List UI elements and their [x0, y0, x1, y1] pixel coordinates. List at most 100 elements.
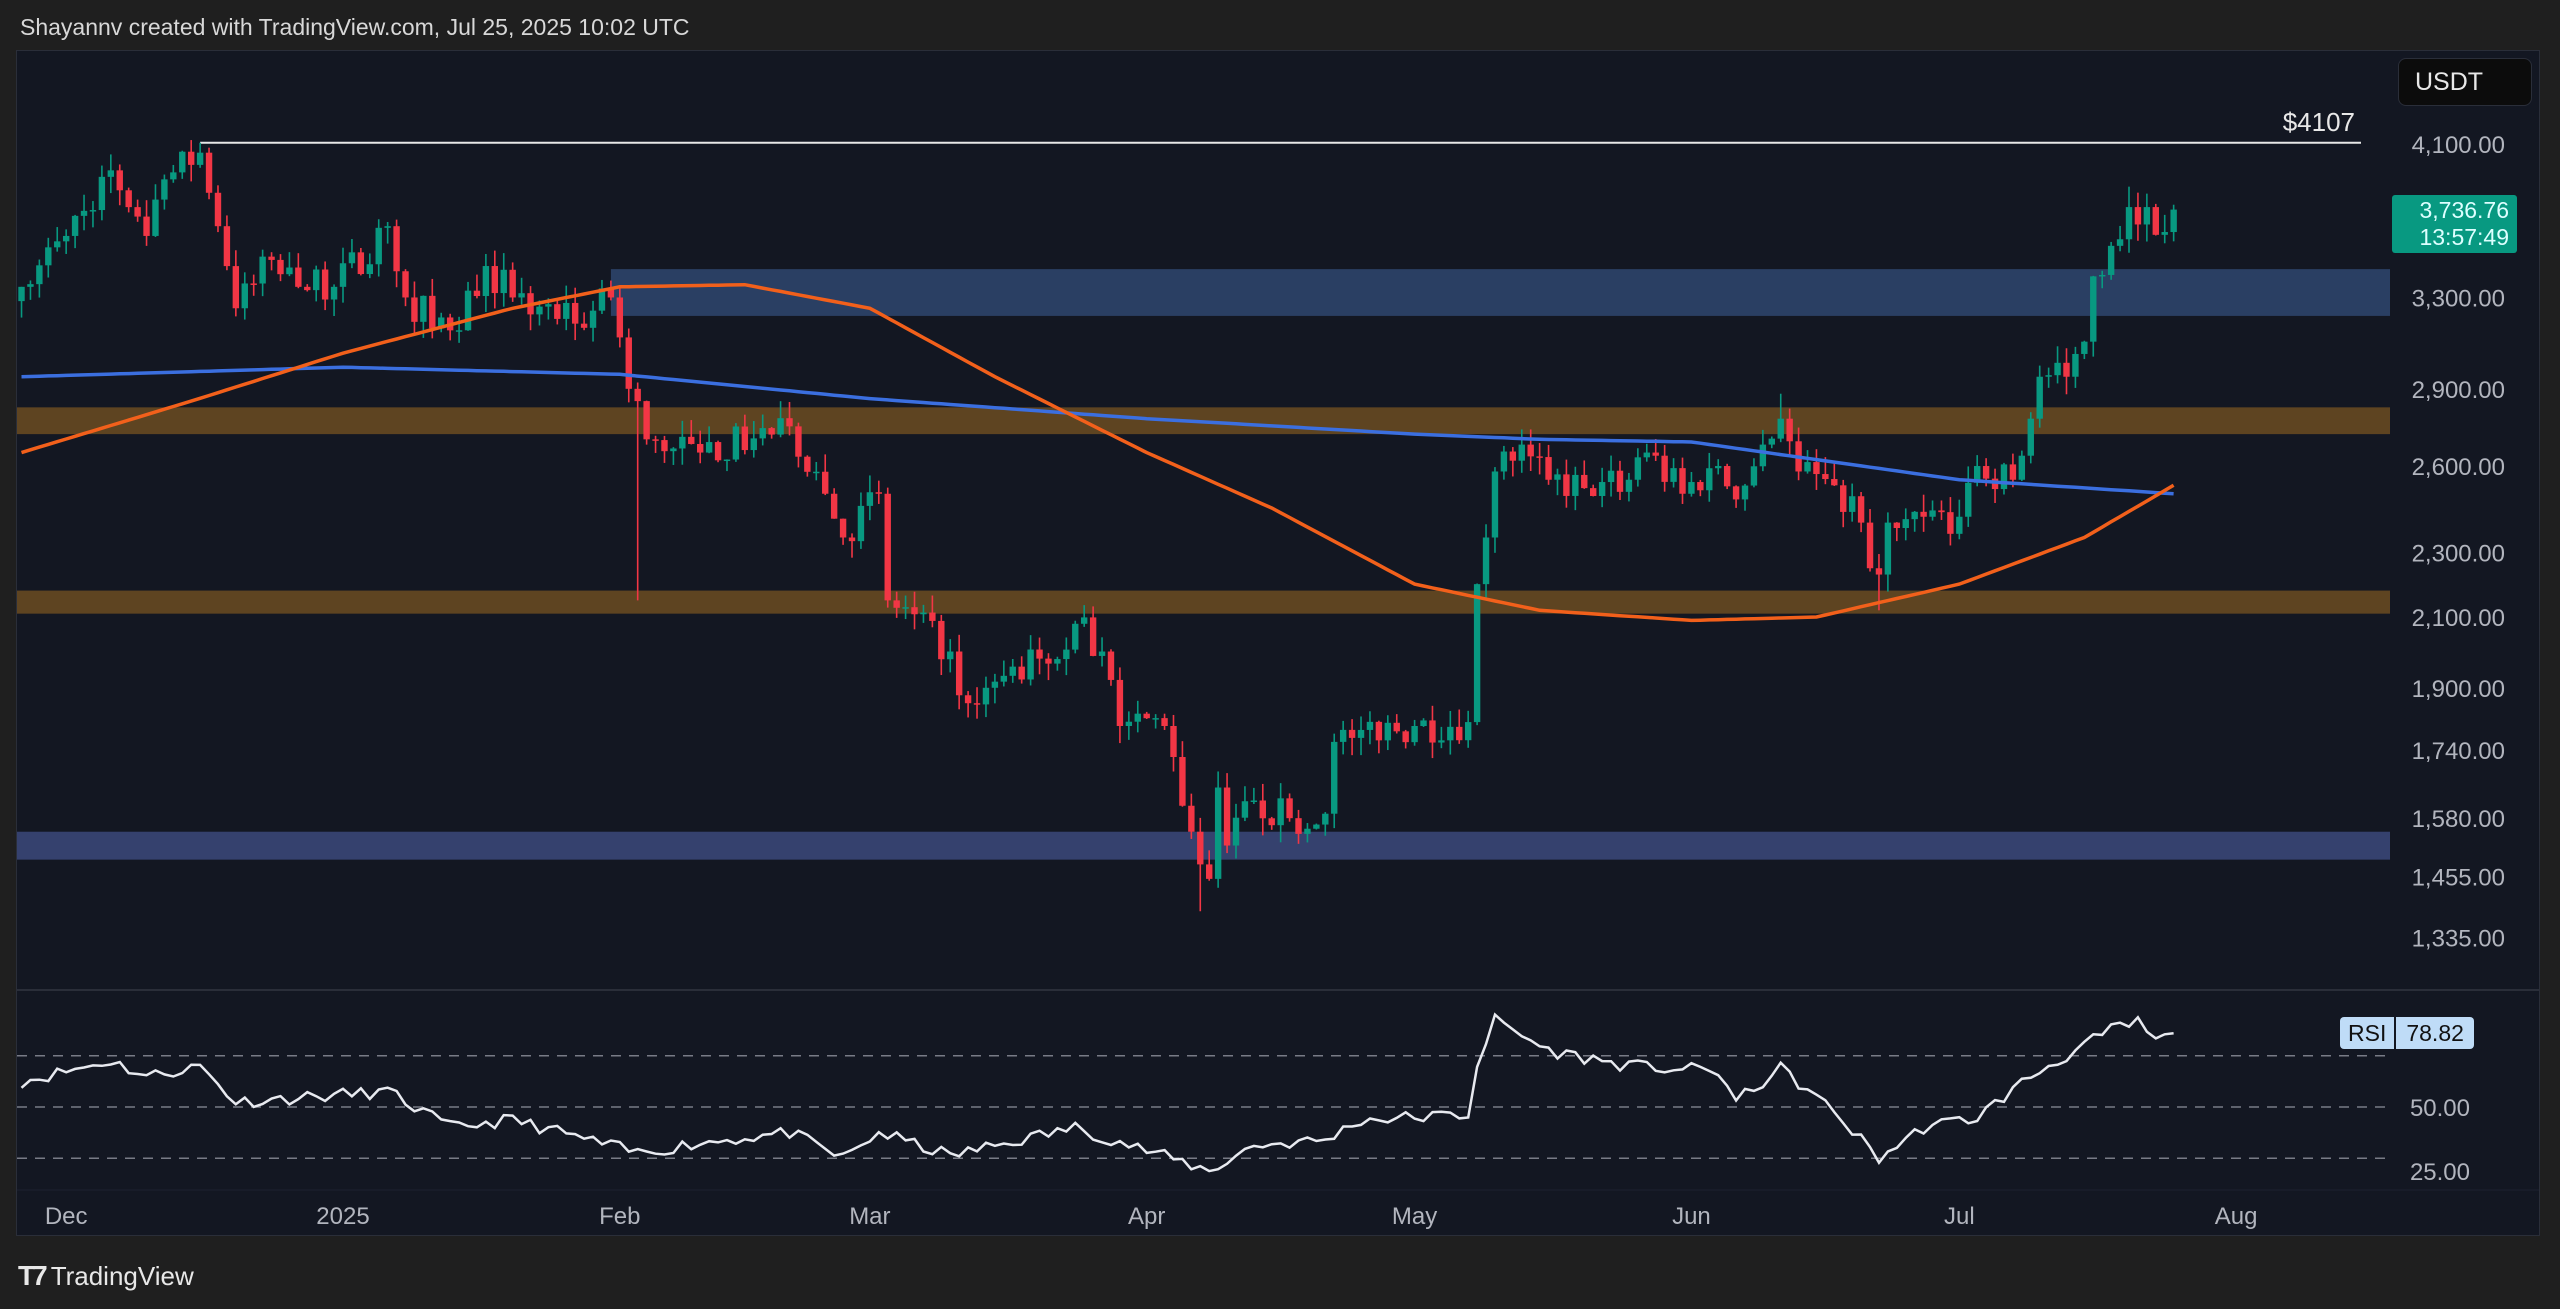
last-price-label: 3,736.76 13:57:49	[2392, 195, 2517, 253]
candle-down	[214, 192, 222, 227]
price-tick: 3,300.00	[2412, 285, 2505, 312]
candle-down	[143, 216, 150, 236]
candle-down	[893, 600, 900, 608]
candle-up	[366, 264, 373, 275]
candle-up	[1956, 516, 1963, 534]
candle-down	[964, 695, 972, 704]
candle-up	[71, 215, 79, 236]
tradingview-logo[interactable]: T7 TradingView	[18, 1260, 194, 1292]
candle-down	[554, 304, 561, 319]
candle-up	[1554, 474, 1561, 480]
time-tick: Dec	[45, 1203, 88, 1230]
candle-down	[205, 152, 213, 193]
candle-up	[196, 152, 204, 165]
candle-down	[268, 256, 275, 260]
candle-down	[768, 428, 775, 435]
candle-down	[571, 302, 579, 324]
candle-up	[1322, 813, 1329, 825]
candle-down	[1938, 510, 1945, 513]
candle-down	[607, 288, 615, 298]
candle-up	[438, 317, 445, 329]
candle-up	[1777, 418, 1784, 439]
candle-up	[1464, 722, 1472, 741]
candle-up	[2170, 209, 2177, 233]
candle-up	[1902, 519, 1909, 529]
candle-down	[125, 190, 132, 208]
candle-up	[2125, 207, 2133, 240]
candle-down	[1920, 511, 1927, 517]
candle-down	[955, 651, 963, 696]
candle-up	[563, 302, 570, 319]
price-tick: 1,740.00	[2412, 738, 2505, 765]
candle-up	[598, 288, 606, 311]
candle-up	[1965, 482, 1972, 517]
candle-down	[688, 436, 695, 444]
rsi-label[interactable]: RSI 78.82	[2340, 1017, 2474, 1049]
candle-down	[643, 401, 650, 440]
candle-up	[723, 459, 731, 462]
candle-down	[741, 426, 749, 451]
time-tick: Feb	[599, 1203, 640, 1230]
candle-up	[920, 612, 927, 615]
candle-down	[1456, 726, 1463, 741]
candle-up	[170, 172, 177, 180]
time-tick: May	[1392, 1203, 1437, 1230]
candle-down	[1018, 666, 1025, 680]
candle-up	[2072, 353, 2079, 377]
rsi-value: 78.82	[2394, 1017, 2474, 1049]
candle-up	[2054, 362, 2061, 376]
candle-up	[1750, 466, 1758, 486]
candle-up	[375, 227, 382, 265]
candle-down	[1107, 651, 1115, 680]
candle-up	[179, 151, 186, 173]
candle-down	[250, 283, 257, 285]
candle-down	[1723, 466, 1731, 487]
candle-up	[589, 310, 597, 328]
candle-down	[223, 226, 231, 267]
candle-down	[1875, 568, 1883, 575]
candle-up	[1072, 623, 1079, 650]
price-tick: 2,900.00	[2412, 377, 2505, 404]
candle-up	[161, 179, 168, 200]
candle-up	[1572, 474, 1579, 496]
candle-down	[911, 607, 918, 615]
candle-down	[134, 207, 141, 217]
candle-down	[1036, 649, 1043, 659]
candle-down	[187, 151, 195, 165]
candle-down	[1375, 721, 1383, 741]
candle-down	[1429, 720, 1436, 743]
candle-down	[1161, 718, 1168, 727]
candle-up	[1706, 468, 1713, 491]
candle-up	[330, 286, 338, 300]
candle-up	[36, 265, 43, 285]
candle-up	[1482, 537, 1490, 585]
price-tick: 2,300.00	[2412, 541, 2505, 568]
candle-up	[1634, 457, 1642, 480]
candle-up	[866, 492, 874, 506]
candle-up	[1491, 471, 1499, 538]
candle-down	[652, 439, 659, 441]
candle-down	[1893, 522, 1901, 529]
candle-down	[714, 442, 722, 461]
candle-up	[1759, 444, 1767, 467]
candle-down	[1527, 444, 1534, 457]
candle-down	[1857, 496, 1865, 523]
candle-up	[759, 428, 766, 439]
candle-down	[1143, 713, 1150, 719]
candle-up	[500, 269, 507, 294]
candle-up	[750, 438, 757, 451]
candle-up	[152, 199, 159, 236]
candle-down	[1813, 462, 1820, 475]
candle-up	[348, 252, 356, 264]
candle-down	[822, 471, 829, 494]
candle-down	[973, 703, 981, 705]
candle-up	[45, 247, 52, 266]
candle-down	[1259, 800, 1266, 819]
candle-up	[947, 651, 954, 660]
candle-down	[1786, 418, 1793, 442]
candle-up	[1366, 721, 1374, 730]
currency-selector[interactable]: USDT	[2398, 58, 2532, 106]
candle-down	[1982, 466, 1990, 479]
candle-up	[27, 284, 34, 287]
